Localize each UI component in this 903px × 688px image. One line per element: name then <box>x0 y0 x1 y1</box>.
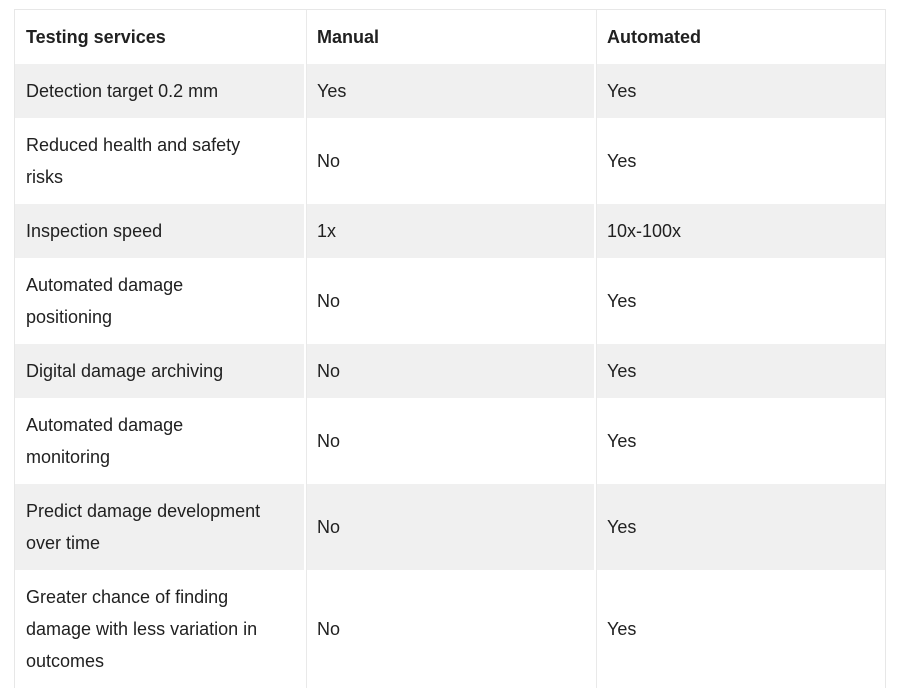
manual-value-cell: No <box>304 570 594 688</box>
testing-services-comparison-table: Testing services Manual Automated Detect… <box>14 9 886 688</box>
manual-value-cell: No <box>304 118 594 204</box>
automated-value-cell: Yes <box>594 484 885 570</box>
table-row: Inspection speed 1x 10x-100x <box>15 204 885 258</box>
table-row: Automated damage positioning No Yes <box>15 258 885 344</box>
table-row: Predict damage development over time No Ye… <box>15 484 885 570</box>
header-cell-manual: Manual <box>304 10 594 64</box>
manual-value-cell: No <box>304 258 594 344</box>
manual-value-cell: No <box>304 484 594 570</box>
table-row: Detection target 0.2 mm Yes Yes <box>15 64 885 118</box>
automated-value-cell: Yes <box>594 398 885 484</box>
service-name-cell: Reduced health and safety risks <box>26 135 241 187</box>
header-cell-testing-services: Testing services <box>15 10 304 64</box>
service-name-cell: Automated damage positioning <box>26 275 184 327</box>
service-name-cell: Inspection speed <box>26 221 163 241</box>
header-row: Testing services Manual Automated <box>15 10 885 64</box>
table-row: Digital damage archiving No Yes <box>15 344 885 398</box>
manual-value-cell: No <box>304 398 594 484</box>
header-cell-automated: Automated <box>594 10 885 64</box>
service-name-cell: Greater chance of finding damage with le… <box>26 587 258 671</box>
table-row: Greater chance of finding damage with le… <box>15 570 885 688</box>
manual-value-cell: Yes <box>304 64 594 118</box>
service-name-cell: Detection target 0.2 mm <box>26 81 219 101</box>
table-row: Reduced health and safety risks No Yes <box>15 118 885 204</box>
table-row: Automated damage monitoring No Yes <box>15 398 885 484</box>
automated-value-cell: Yes <box>594 118 885 204</box>
manual-value-cell: 1x <box>304 204 594 258</box>
automated-value-cell: Yes <box>594 258 885 344</box>
automated-value-cell: Yes <box>594 64 885 118</box>
service-name-cell: Automated damage monitoring <box>26 415 184 467</box>
table-body: Detection target 0.2 mm Yes Yes Reduced hea… <box>15 64 885 688</box>
service-name-cell: Predict damage development over time <box>26 501 261 553</box>
automated-value-cell: Yes <box>594 344 885 398</box>
manual-value-cell: No <box>304 344 594 398</box>
service-name-cell: Digital damage archiving <box>26 361 224 381</box>
automated-value-cell: Yes <box>594 570 885 688</box>
automated-value-cell: 10x-100x <box>594 204 885 258</box>
